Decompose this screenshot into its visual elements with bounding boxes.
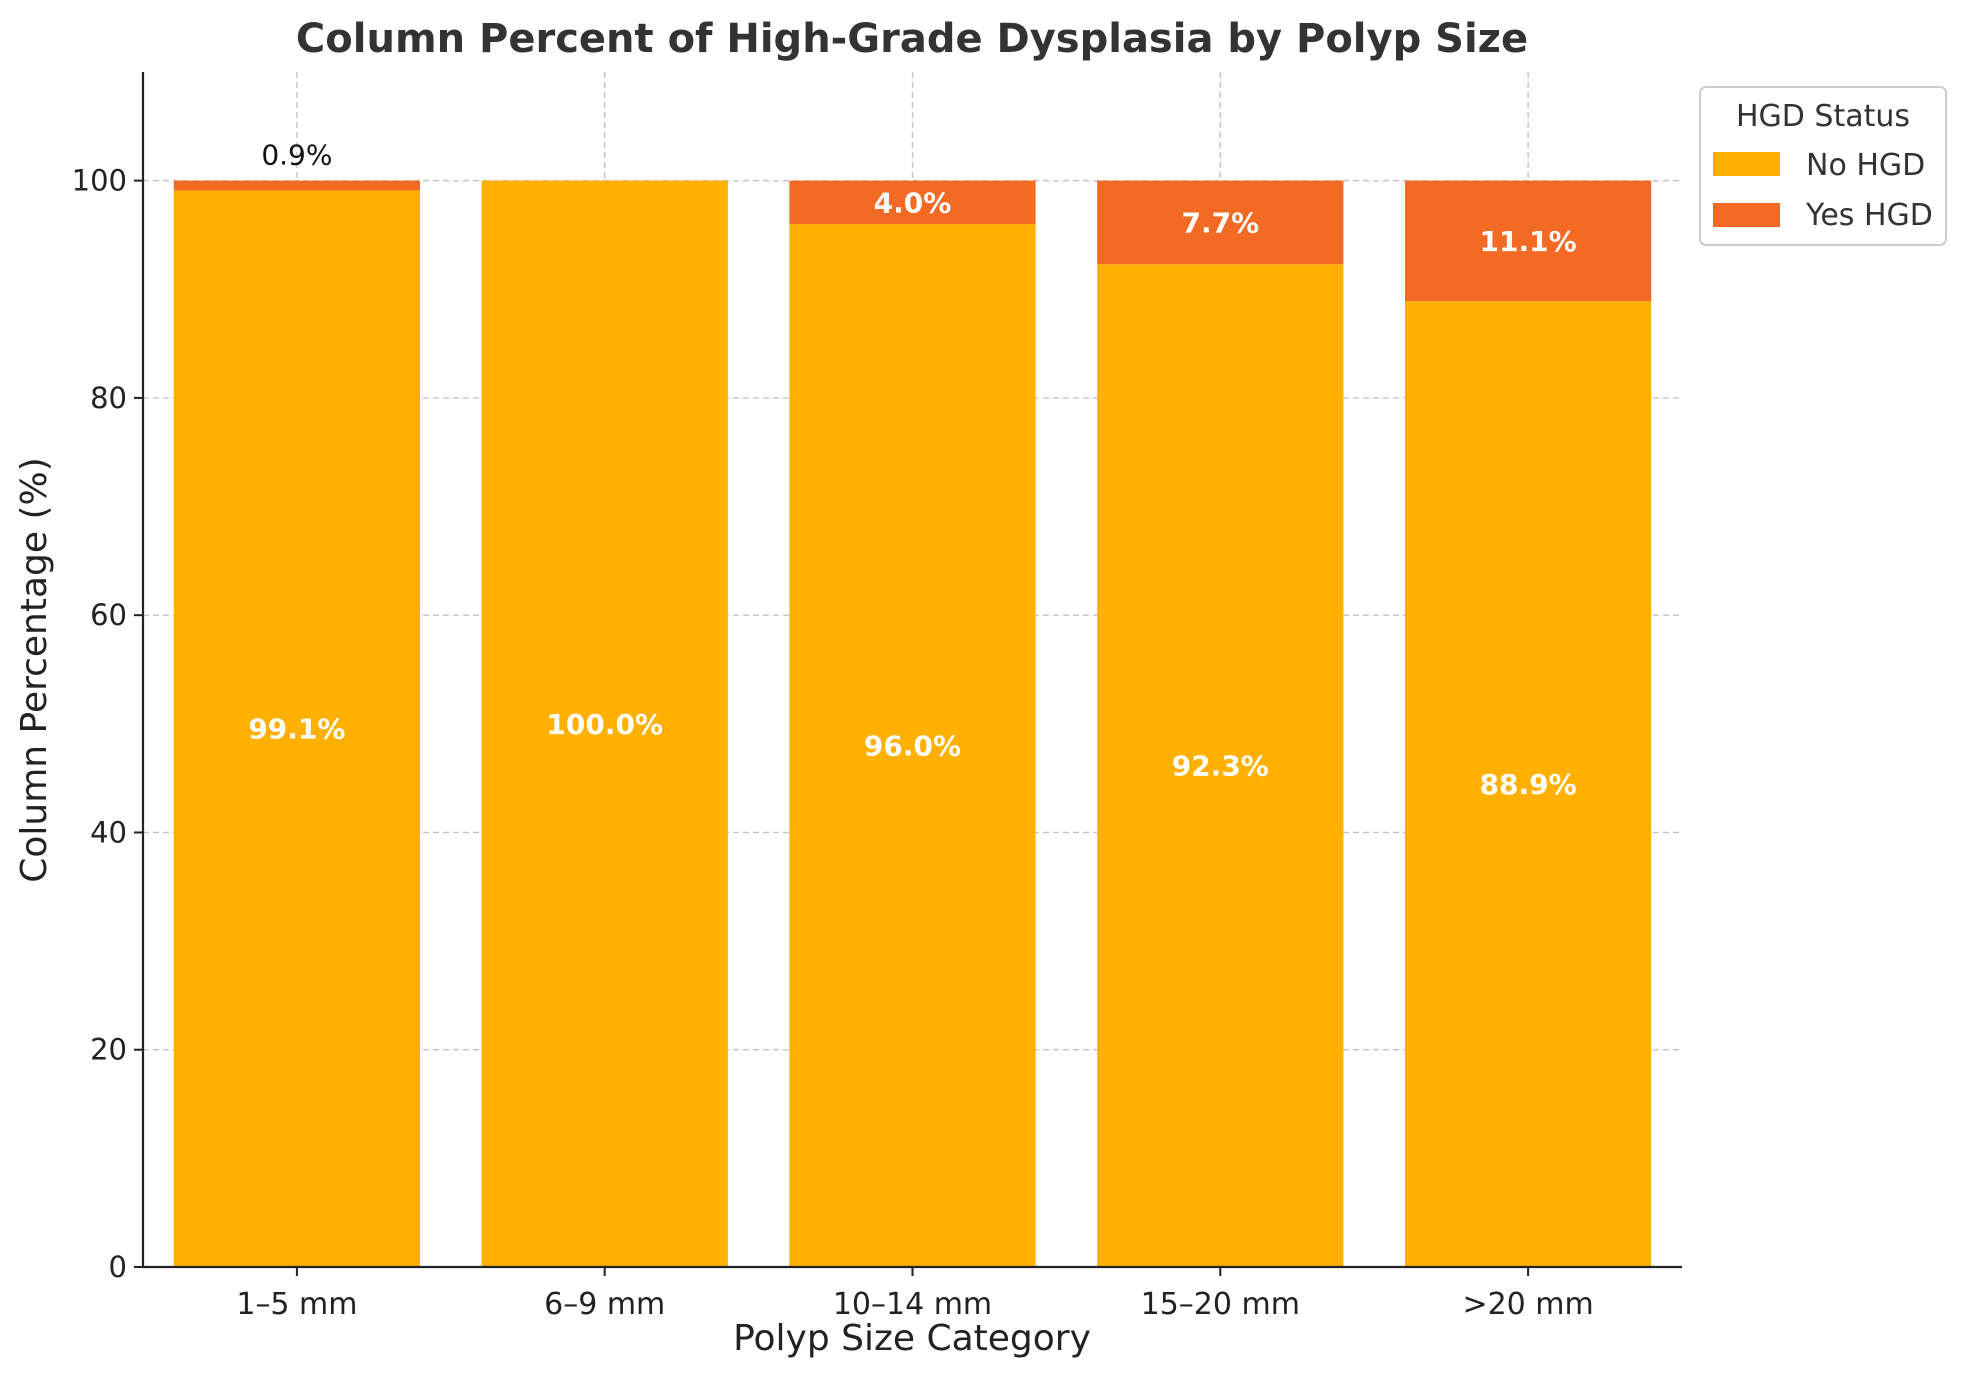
x-axis-label: Polyp Size Category [733, 1318, 1091, 1359]
y-tick-label: 40 [90, 815, 127, 849]
bar-no-hgd [789, 224, 1036, 1267]
bars [173, 180, 1652, 1268]
bar-yes-hgd [789, 180, 1036, 225]
chart-title: Column Percent of High-Grade Dysplasia b… [296, 16, 1528, 62]
x-tick-label: 6–9 mm [544, 1287, 665, 1322]
data-label-yes-hgd: 7.7% [1181, 206, 1259, 239]
y-axis-label: Column Percentage (%) [14, 457, 55, 883]
y-tick-label: 20 [90, 1033, 127, 1067]
x-tick-label: 1–5 mm [236, 1287, 357, 1322]
y-tick-label: 100 [72, 164, 127, 198]
data-label-no-hgd: 100.0% [546, 708, 663, 741]
legend-title: HGD Status [1736, 99, 1910, 134]
data-label-no-hgd: 99.1% [248, 713, 345, 746]
x-tick-label: 15–20 mm [1141, 1287, 1300, 1322]
data-label-yes-hgd: 11.1% [1480, 225, 1577, 258]
legend-label-yes-hgd: Yes HGD [1805, 198, 1933, 233]
data-label-no-hgd: 96.0% [864, 730, 961, 763]
bar-yes-hgd [1404, 180, 1652, 302]
bar-yes-hgd [173, 180, 421, 191]
bar-no-hgd [481, 180, 728, 1268]
y-tick-label: 60 [90, 598, 127, 632]
bar-yes-hgd [1097, 180, 1344, 265]
legend-label-no-hgd: No HGD [1806, 148, 1925, 183]
y-tick-label: 80 [90, 381, 127, 415]
legend-swatch-no-hgd [1713, 152, 1780, 176]
x-tick-label: 10–14 mm [833, 1287, 992, 1322]
bar-no-hgd [1404, 301, 1652, 1267]
legend: HGD Status No HGD Yes HGD [1699, 86, 1947, 246]
x-tick-label: >20 mm [1462, 1287, 1593, 1322]
data-label-no-hgd: 88.9% [1480, 768, 1577, 801]
legend-swatch-yes-hgd [1713, 203, 1780, 227]
data-label-no-hgd: 92.3% [1172, 750, 1269, 783]
data-labels: 99.1% 0.9% 100.0% 96.0% 4.0% 92.3% 7.7% 88.9% 11… [248, 139, 1576, 801]
bar-no-hgd [173, 190, 421, 1268]
data-label-yes-hgd: 0.9% [261, 139, 332, 172]
y-tick-label: 0 [109, 1250, 127, 1284]
axes: 0 20 40 60 80 100 1–5 mm 6–9 mm 10–14 mm 15–20 mm… [72, 72, 1682, 1322]
data-label-yes-hgd: 4.0% [874, 186, 952, 219]
bar-no-hgd [1097, 264, 1344, 1267]
